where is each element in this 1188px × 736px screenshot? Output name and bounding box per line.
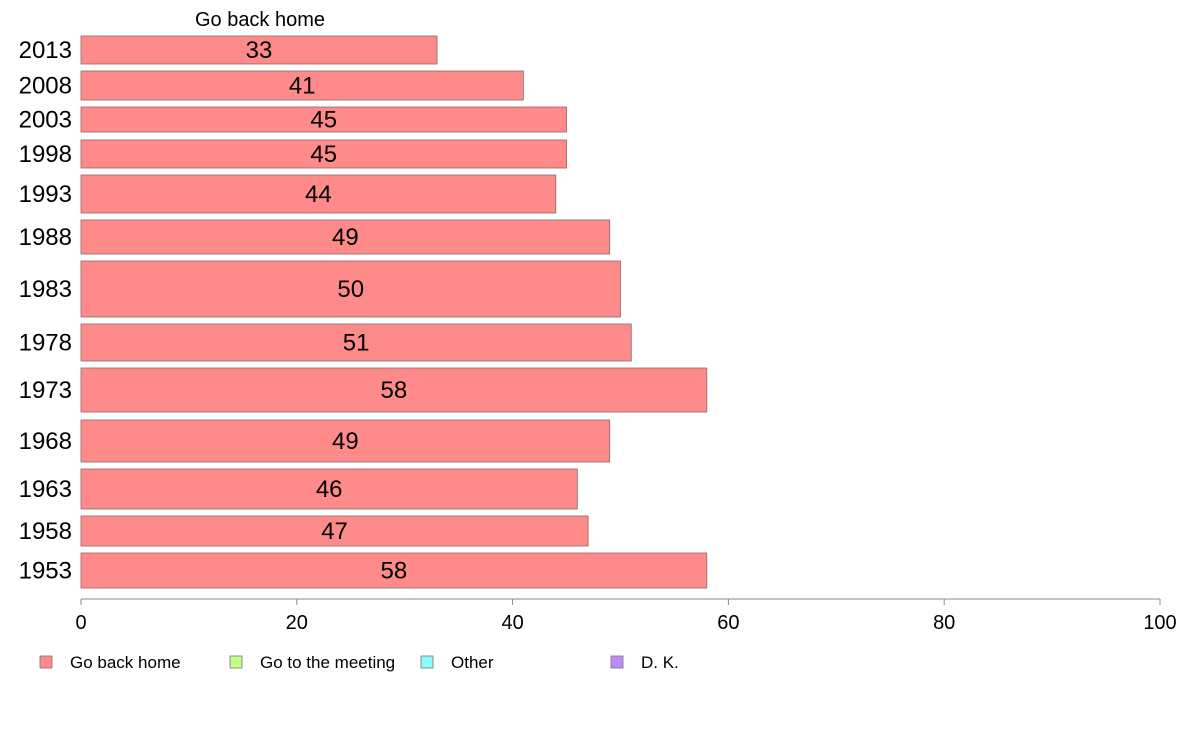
bar	[80, 260, 621, 318]
category-label: 1988	[19, 224, 72, 251]
category-label: 1993	[19, 181, 72, 208]
bar	[80, 35, 438, 65]
x-tick-label: 100	[1143, 612, 1176, 634]
category-label: 1983	[19, 276, 72, 303]
category-label: 1958	[19, 518, 72, 545]
bar-value-label: 49	[332, 428, 359, 455]
category-label: 1973	[19, 377, 72, 404]
category-label: 2003	[19, 107, 72, 134]
bar-value-label: 45	[310, 141, 337, 168]
legend-swatch	[420, 655, 434, 669]
bar-value-label: 41	[289, 73, 316, 100]
x-axis: 0 20 40 60 80 100	[75, 598, 1177, 634]
bar	[80, 139, 567, 169]
bar	[80, 367, 708, 413]
bar-value-label: 50	[337, 276, 364, 303]
legend: Go back home Go to the meeting Other D. K.	[39, 653, 679, 672]
bar-value-label: 58	[381, 377, 408, 404]
x-tick-label: 0	[75, 612, 86, 634]
bar	[80, 106, 567, 133]
bar	[80, 219, 611, 255]
x-tick-label: 80	[933, 612, 955, 634]
bar	[80, 419, 611, 463]
bar	[80, 468, 578, 510]
bar-value-label: 46	[316, 476, 343, 503]
legend-label: Other	[451, 653, 494, 672]
bar	[80, 552, 708, 589]
bar-value-label: 45	[310, 107, 337, 134]
category-labels: 2013 2008 2003 1998 1993 1988 1983 1978 1973 1968…	[19, 37, 72, 585]
bar-value-label: 33	[246, 37, 273, 64]
legend-swatch	[610, 655, 624, 669]
bar-value-label: 49	[332, 224, 359, 251]
category-label: 1963	[19, 476, 72, 503]
category-label: 1953	[19, 558, 72, 585]
category-label: 2013	[19, 37, 72, 64]
x-tick-label: 60	[717, 612, 739, 634]
bar	[80, 515, 589, 547]
bar-value-label: 58	[381, 558, 408, 585]
bar	[80, 174, 557, 214]
x-tick-label: 40	[501, 612, 523, 634]
legend-label: Go back home	[70, 653, 181, 672]
legend-label: D. K.	[641, 653, 679, 672]
x-tick-label: 20	[286, 612, 308, 634]
bar-value-label: 47	[321, 518, 348, 545]
series-title: Go back home	[195, 9, 325, 31]
category-label: 1998	[19, 141, 72, 168]
bar	[80, 323, 632, 362]
bar	[80, 70, 524, 101]
legend-swatch	[39, 655, 53, 669]
legend-swatch	[229, 655, 243, 669]
category-label: 1968	[19, 428, 72, 455]
category-label: 1978	[19, 330, 72, 357]
legend-label: Go to the meeting	[260, 653, 395, 672]
bar-value-label: 44	[305, 181, 332, 208]
category-label: 2008	[19, 73, 72, 100]
bar-value-label: 51	[343, 330, 370, 357]
